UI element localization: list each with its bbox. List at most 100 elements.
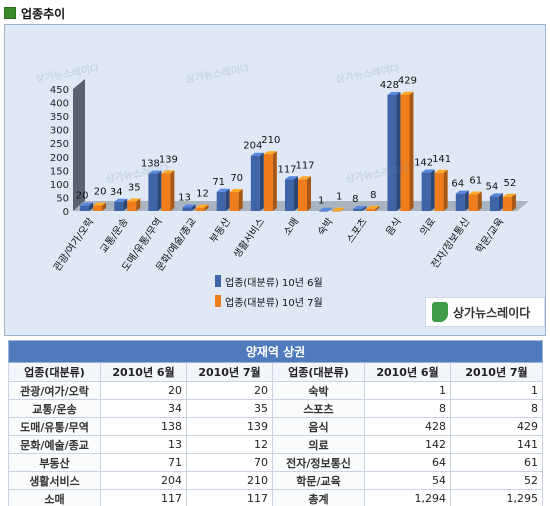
bar-side — [294, 176, 298, 211]
bar-value-label: 71 — [212, 177, 225, 188]
bar-value-label: 70 — [230, 173, 243, 184]
chart-left-wall — [73, 79, 85, 211]
category-cell: 학문/교육 — [272, 471, 365, 490]
value-cell: 34 — [100, 399, 187, 418]
legend-label: 업종(대분류) 10년 6월 — [225, 276, 323, 289]
bar-top — [353, 205, 367, 209]
bar-side — [409, 91, 414, 211]
category-cell: 교통/운송 — [8, 399, 101, 418]
value-cell: 1 — [449, 381, 544, 400]
category-cell: 음식 — [272, 417, 365, 436]
category-cell: 소매 — [8, 489, 101, 506]
value-cell: 70 — [186, 453, 273, 472]
chart-panel: 0 50 100 150 200 250 300 350 400 450 20 20 관광/여가/오락 3… — [4, 24, 546, 336]
bar-side — [511, 193, 516, 211]
bar-side — [477, 191, 482, 211]
value-cell: 1 — [364, 381, 451, 400]
bar-value-label: 35 — [128, 183, 141, 194]
bar-front — [400, 94, 410, 211]
bar-value-label: 64 — [451, 179, 464, 190]
bar-front — [93, 205, 103, 211]
bar-front — [148, 173, 158, 211]
bar-front — [182, 207, 192, 211]
column-header: 2010년 7월 — [449, 362, 544, 382]
bar-value-label: 429 — [398, 76, 417, 87]
bar-side — [102, 202, 107, 211]
bar-top — [468, 191, 482, 195]
bar-front — [263, 154, 273, 211]
value-cell: 12 — [186, 435, 273, 454]
bar-value-label: 52 — [504, 178, 517, 189]
bar-top — [161, 170, 175, 174]
brand-logo: 상가뉴스레이다 — [425, 297, 545, 327]
bar-front — [114, 201, 124, 211]
bar-value-label: 20 — [94, 187, 107, 198]
value-cell: 64 — [364, 453, 451, 472]
bar-top — [195, 204, 209, 208]
bar-top — [80, 202, 94, 206]
y-tick-label: 0 — [63, 207, 69, 218]
bar-top — [489, 193, 503, 197]
table-row: 관광/여가/오락 20 20 숙박 1 1 — [8, 381, 544, 400]
bar-top — [229, 189, 243, 193]
bar-side — [362, 205, 367, 211]
bar-side — [238, 189, 243, 211]
x-category-label: 스포츠 — [344, 216, 370, 245]
value-cell: 204 — [100, 471, 187, 490]
bar-side — [430, 169, 435, 211]
bar-top — [298, 176, 311, 180]
bar-top — [332, 207, 346, 211]
bar-value-label: 34 — [110, 187, 123, 198]
table-row: 교통/운송 34 35 스포츠 8 8 — [8, 399, 544, 418]
value-cell: 429 — [449, 417, 544, 436]
x-category-label: 교통/운송 — [98, 216, 131, 256]
section-title: 업종추이 — [21, 6, 66, 21]
bar-side — [123, 198, 128, 211]
x-category-label: 소매 — [281, 216, 301, 238]
legend-swatch-june — [215, 275, 221, 287]
bar-top — [250, 152, 264, 156]
table-row: 부동산 71 70 전자/정보통신 64 61 — [8, 453, 544, 472]
bar-value-label: 210 — [261, 135, 280, 146]
value-cell: 428 — [364, 417, 451, 436]
brand-logo-text: 상가뉴스레이다 — [453, 305, 531, 320]
bar-front — [161, 173, 171, 211]
value-cell: 139 — [186, 417, 273, 436]
bar-front — [127, 201, 137, 211]
bar-side — [328, 207, 333, 211]
bar-top — [148, 170, 162, 174]
value-cell: 52 — [449, 471, 544, 490]
bar-side — [498, 193, 503, 211]
bar-top — [263, 151, 277, 155]
y-tick-label: 450 — [50, 85, 69, 96]
bar-value-label: 8 — [352, 194, 358, 205]
x-category-label: 학문/교육 — [474, 216, 507, 256]
bar-front — [434, 172, 444, 211]
bar-side — [89, 202, 94, 211]
table-row: 도매/유통/무역 138 139 음식 428 429 — [8, 417, 544, 436]
y-tick-label: 200 — [50, 153, 69, 164]
value-cell: 1,295 — [449, 489, 544, 506]
bar-value-label: 54 — [486, 181, 499, 192]
value-cell: 8 — [449, 399, 544, 418]
bar-value-label: 13 — [178, 192, 191, 203]
column-header: 업종(대분류) — [272, 362, 365, 382]
category-cell: 생활서비스 — [8, 471, 101, 490]
value-cell: 20 — [186, 381, 273, 400]
value-cell: 61 — [449, 453, 544, 472]
bar-front — [285, 179, 294, 211]
column-header: 2010년 6월 — [100, 362, 187, 382]
value-cell: 141 — [449, 435, 544, 454]
y-tick-label: 300 — [50, 126, 69, 137]
bar-side — [396, 91, 401, 211]
bar-side — [272, 151, 277, 211]
value-cell: 138 — [100, 417, 187, 436]
table-header-row: 업종(대분류) 2010년 6월 2010년 7월 업종(대분류) 2010년 6월 20… — [8, 362, 544, 382]
table-row: 문화/예술/종교 13 12 의료 142 141 — [8, 435, 544, 454]
category-cell: 총계 — [272, 489, 365, 506]
bar-front — [353, 208, 363, 211]
bar-front — [229, 192, 239, 211]
bar-value-label: 20 — [76, 191, 89, 202]
bar-front — [421, 172, 431, 211]
bar-side — [307, 176, 311, 211]
